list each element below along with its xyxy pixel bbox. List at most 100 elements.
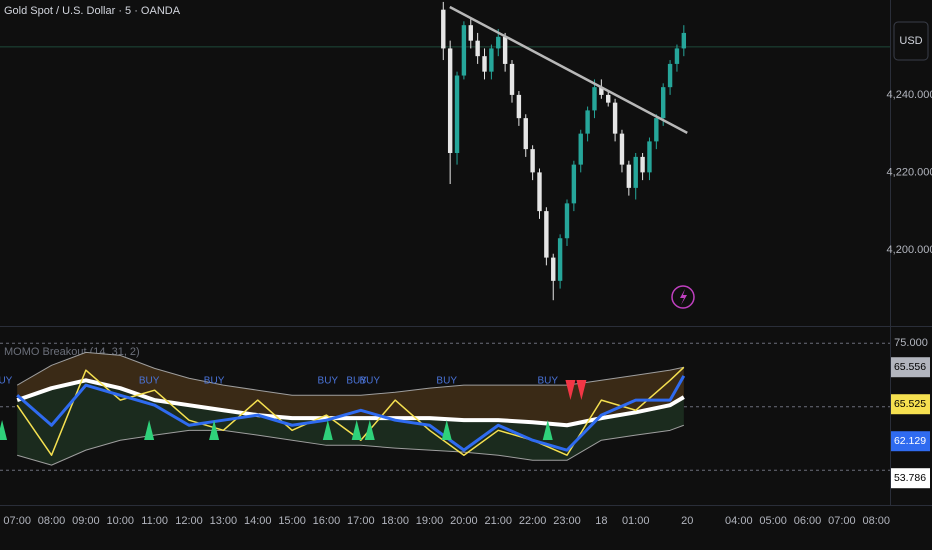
x-tick-label: 18:00 <box>381 515 409 527</box>
candle-body <box>578 133 583 165</box>
candle-body <box>606 94 611 103</box>
buy-signal <box>322 420 333 440</box>
x-tick-label: 08:00 <box>38 515 66 527</box>
buy-signal <box>542 420 553 440</box>
y-tick-label: 4,200.000 <box>887 244 932 256</box>
buy-label: BUY <box>436 376 457 387</box>
candle-body <box>661 87 666 119</box>
candle-body <box>674 48 680 64</box>
candle-body <box>564 203 570 239</box>
candle-body <box>599 87 604 95</box>
candle-body <box>454 75 460 154</box>
candle-body <box>475 40 480 57</box>
buy-label: BUY <box>318 376 339 387</box>
candle-body <box>626 164 632 188</box>
y-tick-label: 75.000 <box>894 337 928 349</box>
x-tick-label: 07:00 <box>828 515 856 527</box>
x-tick-label: 22:00 <box>519 515 547 527</box>
candle-body <box>544 211 549 258</box>
candle-body <box>509 63 515 95</box>
x-tick-label: 12:00 <box>175 515 203 527</box>
candle-body <box>667 63 673 88</box>
value-tag <box>891 431 930 452</box>
trend-line <box>449 5 688 134</box>
x-tick-label: 21:00 <box>484 515 512 527</box>
buy-signal <box>144 420 155 440</box>
candle-body <box>496 36 501 49</box>
candle-body <box>523 118 528 150</box>
x-tick-label: 11:00 <box>141 515 168 527</box>
x-tick-label: 20 <box>681 515 693 527</box>
value-tag <box>891 468 930 489</box>
x-tick-label: 13:00 <box>210 515 238 527</box>
series-line <box>16 351 684 396</box>
value-tag-label: 62.129 <box>894 435 926 447</box>
candle-body <box>482 56 487 72</box>
value-tag <box>891 357 930 378</box>
x-tick-label: 04:00 <box>725 515 753 527</box>
series-line <box>17 424 684 466</box>
series-line <box>16 375 686 452</box>
candle-body <box>585 110 590 134</box>
value-tag-label: 53.786 <box>894 472 926 484</box>
x-tick-label: 16:00 <box>313 515 341 527</box>
candle-body <box>557 238 563 281</box>
lower-band-fill <box>17 380 684 466</box>
y-tick-label: 4,220.000 <box>887 166 932 178</box>
alert-icon[interactable] <box>671 285 695 309</box>
buy-label: BUY <box>537 376 558 387</box>
x-tick-label: 05:00 <box>759 515 787 527</box>
alert-icon-bolt <box>680 289 687 305</box>
x-tick-label: 18 <box>595 515 607 527</box>
currency-label: USD <box>899 35 922 47</box>
candle-body <box>654 118 659 142</box>
buy-signal <box>441 420 452 440</box>
x-tick-label: 09:00 <box>72 515 100 527</box>
candle-body <box>612 102 618 134</box>
candle-body <box>640 156 645 173</box>
upper-band-fill <box>17 352 684 426</box>
x-tick-label: 06:00 <box>794 515 822 527</box>
candle-body <box>571 164 577 204</box>
chart-title: Gold Spot / U.S. Dollar · 5 · OANDA <box>4 5 181 17</box>
x-tick-label: 15:00 <box>278 515 306 527</box>
buy-label: BUY <box>139 376 160 387</box>
candle-body <box>592 87 597 111</box>
candle-body <box>516 94 522 119</box>
candle-body <box>468 25 473 41</box>
value-tag <box>891 394 930 415</box>
x-tick-label: 10:00 <box>107 515 135 527</box>
series-line <box>16 366 685 456</box>
candle-body <box>530 149 535 173</box>
candle-body <box>647 141 652 173</box>
candle-body <box>551 257 556 281</box>
x-tick-label: 19:00 <box>416 515 444 527</box>
y-tick-label: 4,240.000 <box>887 89 932 101</box>
candle-body <box>537 172 542 212</box>
currency-button[interactable] <box>893 21 929 61</box>
x-tick-label: 17:00 <box>347 515 375 527</box>
x-tick-label: 07:00 <box>3 515 31 527</box>
buy-signal <box>0 420 8 440</box>
buy-signal <box>209 420 220 440</box>
buy-signal <box>351 420 362 440</box>
buy-signal <box>364 420 375 440</box>
buy-label: BUY <box>359 376 380 387</box>
series-line <box>16 378 685 428</box>
sell-signal <box>565 380 576 400</box>
candle-body <box>441 9 446 49</box>
candle-body <box>619 133 625 165</box>
x-tick-label: 01:00 <box>622 515 650 527</box>
buy-label: BUY <box>346 376 367 387</box>
x-tick-label: 08:00 <box>862 515 890 527</box>
candle-body <box>681 32 687 49</box>
value-tag-label: 65.525 <box>894 398 926 410</box>
candle-body <box>461 25 467 76</box>
x-tick-label: 20:00 <box>450 515 478 527</box>
x-tick-label: 23:00 <box>553 515 581 527</box>
candle-body <box>489 48 494 72</box>
candle-body <box>502 36 508 64</box>
sell-signal <box>576 380 587 400</box>
